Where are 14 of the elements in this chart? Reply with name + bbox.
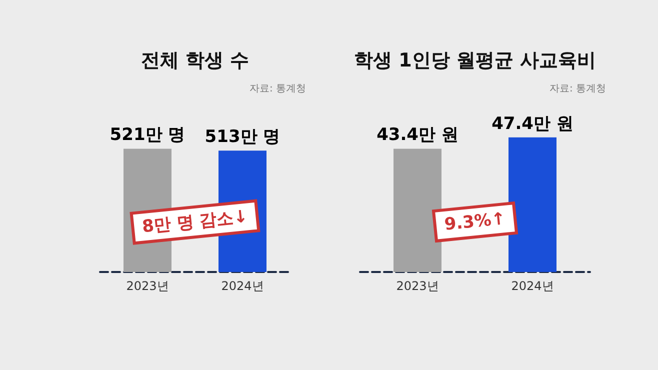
x-tick-label: 2024년 [511, 279, 554, 293]
annotation: 8만 명 감소↓ [141, 206, 249, 238]
chart-title: 전체 학생 수 [140, 50, 250, 72]
x-tick-label: 2024년 [221, 279, 264, 293]
data-label: 513만 명 [204, 127, 280, 148]
annotation: 9.3%↑ [443, 208, 507, 236]
text: 자료: 통계청 [249, 84, 306, 94]
data-label: 47.4만 원 [492, 114, 574, 134]
x-tick-label: 2023년 [396, 279, 439, 293]
chart-title: 학생 1인당 월평균 사교육비 [354, 50, 596, 72]
data-label: 521만 명 [110, 125, 186, 146]
data-label: 43.4만 원 [376, 125, 458, 146]
x-tick-label: 2023년 [126, 279, 169, 293]
text: 자료: 통계청 [549, 84, 606, 94]
